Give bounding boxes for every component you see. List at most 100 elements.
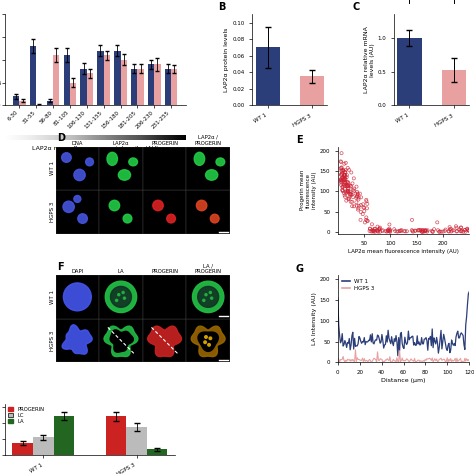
- Point: [438, 228, 445, 236]
- Point: [385, 228, 393, 235]
- Point: [360, 207, 368, 215]
- Bar: [64, 55, 70, 105]
- Point: [354, 190, 362, 197]
- Point: [394, 228, 402, 235]
- Point: [337, 175, 345, 182]
- Point: [459, 228, 467, 236]
- X-axis label: LAP2α mean fluorescence intensity (AU): LAP2α mean fluorescence intensity (AU): [32, 146, 158, 151]
- Point: [446, 226, 454, 233]
- Text: DNA: DNA: [72, 141, 83, 146]
- Polygon shape: [191, 326, 225, 356]
- HGPS 3: [444, 355, 450, 361]
- Point: [338, 174, 346, 182]
- Point: [386, 221, 393, 228]
- HGPS 3: [405, 356, 410, 362]
- Point: [417, 227, 424, 235]
- Y-axis label: Progerin mean
fluorescence
intensity (AU): Progerin mean fluorescence intensity (AU…: [301, 170, 317, 210]
- Point: [356, 190, 364, 197]
- Bar: [104, 55, 110, 105]
- Point: [360, 204, 368, 211]
- Point: [338, 183, 346, 191]
- Point: [352, 190, 359, 197]
- Point: [341, 179, 349, 186]
- Text: F: F: [57, 262, 64, 272]
- Point: [386, 227, 394, 235]
- Point: [374, 223, 381, 230]
- Point: [353, 202, 361, 210]
- Point: [355, 196, 362, 203]
- Point: [436, 228, 443, 235]
- Point: [428, 227, 436, 235]
- Point: [342, 159, 349, 166]
- HGPS 3: [466, 358, 472, 364]
- HGPS 3: [379, 356, 385, 362]
- Circle shape: [74, 195, 81, 202]
- Point: [344, 185, 352, 192]
- Point: [384, 227, 392, 235]
- Point: [361, 219, 369, 226]
- Point: [391, 226, 398, 233]
- Point: [392, 228, 399, 235]
- Point: [345, 194, 353, 201]
- Point: [370, 228, 378, 235]
- Legend: WT 1, HGPS 3: WT 1, HGPS 3: [341, 278, 376, 292]
- Circle shape: [204, 341, 206, 344]
- Point: [398, 228, 405, 235]
- Point: [376, 225, 383, 232]
- Point: [408, 216, 416, 224]
- X-axis label: Distance (μm): Distance (μm): [381, 378, 426, 383]
- Circle shape: [208, 344, 210, 346]
- Point: [353, 188, 361, 196]
- Point: [341, 182, 348, 190]
- Point: [453, 224, 460, 232]
- Point: [344, 182, 351, 190]
- Point: [353, 183, 360, 191]
- Point: [411, 227, 419, 235]
- Point: [357, 216, 365, 224]
- Point: [337, 176, 345, 184]
- Point: [417, 226, 424, 234]
- Point: [359, 201, 367, 208]
- Circle shape: [153, 200, 163, 211]
- Point: [353, 193, 361, 201]
- Point: [355, 202, 363, 210]
- Point: [385, 225, 393, 233]
- Point: [362, 216, 370, 224]
- Point: [371, 227, 378, 234]
- Point: [419, 228, 427, 236]
- Point: [398, 226, 405, 234]
- Point: [345, 182, 352, 190]
- Point: [341, 175, 348, 183]
- Point: [343, 181, 350, 189]
- Point: [422, 227, 430, 235]
- Line: WT 1: WT 1: [338, 292, 469, 356]
- Point: [350, 174, 357, 182]
- Bar: [55, 275, 99, 319]
- Point: [353, 192, 361, 200]
- Point: [337, 171, 345, 178]
- WT 1: [335, 295, 341, 301]
- Bar: [164, 69, 171, 105]
- Bar: [147, 449, 167, 455]
- Bar: [114, 51, 120, 105]
- Point: [346, 191, 354, 198]
- Point: [415, 227, 423, 234]
- Point: [363, 214, 370, 221]
- Point: [337, 178, 345, 185]
- Point: [337, 157, 345, 165]
- Point: [456, 226, 463, 233]
- Point: [421, 227, 429, 234]
- Ellipse shape: [107, 152, 118, 165]
- Text: LA /
PROGERIN: LA / PROGERIN: [195, 264, 222, 274]
- Point: [379, 228, 386, 235]
- Point: [337, 171, 345, 179]
- Bar: [99, 190, 143, 234]
- Point: [429, 228, 437, 236]
- Text: HGPS 3: HGPS 3: [50, 202, 55, 222]
- Point: [386, 226, 394, 234]
- WT 1: [395, 353, 401, 359]
- Point: [448, 227, 456, 234]
- Point: [342, 166, 349, 174]
- Circle shape: [167, 214, 175, 223]
- Point: [384, 227, 392, 235]
